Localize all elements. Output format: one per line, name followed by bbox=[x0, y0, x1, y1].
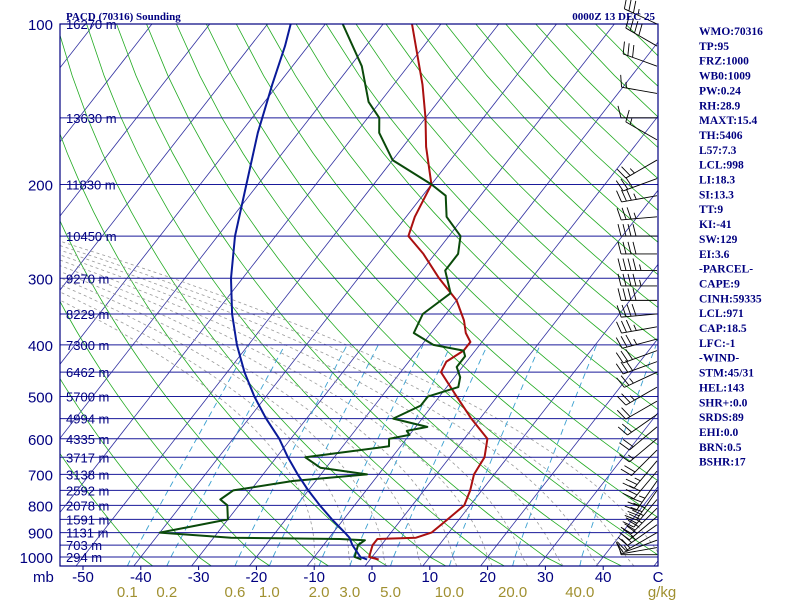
pressure-tick-label: 400 bbox=[28, 338, 53, 355]
stability-index-item: L57:7.3 bbox=[699, 145, 737, 157]
pressure-tick-label: 200 bbox=[28, 177, 53, 194]
stability-index-item: -PARCEL- bbox=[699, 264, 753, 276]
height-label: 11830 m bbox=[66, 177, 116, 192]
stability-index-item: HEL:143 bbox=[699, 382, 745, 394]
height-label: 4335 m bbox=[66, 432, 109, 447]
station-title: PACD (70316) Sounding bbox=[66, 11, 181, 23]
pressure-tick-label: 1000 bbox=[20, 550, 53, 567]
stability-index-item: FRZ:1000 bbox=[699, 56, 749, 68]
mixing-ratio-tick-label: 20.0 bbox=[498, 584, 527, 600]
stability-index-item: WMO:70316 bbox=[699, 26, 763, 38]
stability-index-item: WB0:1009 bbox=[699, 71, 751, 83]
stability-index-item: BSHR:17 bbox=[699, 457, 746, 469]
temperature-tick-label: 40 bbox=[595, 569, 612, 586]
stability-index-item: SW:129 bbox=[699, 234, 738, 246]
temperature-tick-label: 0 bbox=[368, 569, 376, 586]
stability-index-item: TH:5406 bbox=[699, 130, 743, 142]
mixing-ratio-tick-label: 10.0 bbox=[435, 584, 464, 600]
mixing-ratio-tick-label: 1.0 bbox=[259, 584, 280, 600]
height-label: 4994 m bbox=[66, 412, 109, 427]
stability-index-item: LCL:971 bbox=[699, 308, 744, 320]
height-label: 8229 m bbox=[66, 307, 109, 322]
height-label: 2592 m bbox=[66, 483, 109, 498]
stability-index-item: SHR+:0.0 bbox=[699, 397, 748, 409]
mixing-ratio-unit: g/kg bbox=[648, 584, 676, 600]
temperature-tick-label: -50 bbox=[72, 569, 94, 586]
stability-index-item: TP:95 bbox=[699, 41, 729, 53]
mixing-ratio-tick-label: 5.0 bbox=[380, 584, 401, 600]
height-label: 13630 m bbox=[66, 111, 117, 126]
height-label: 7300 m bbox=[66, 338, 109, 353]
pressure-tick-label: 500 bbox=[28, 390, 53, 407]
height-label: 2078 m bbox=[66, 498, 109, 513]
stability-index-item: TT:9 bbox=[699, 204, 723, 216]
height-label: 10450 m bbox=[66, 229, 117, 244]
sounding-time: 0000Z 13 DEC 25 bbox=[572, 11, 655, 23]
stability-index-item: CAPE:9 bbox=[699, 278, 740, 290]
stability-index-item: EI:3.6 bbox=[699, 249, 730, 261]
stability-index-item: CAP:18.5 bbox=[699, 323, 747, 335]
stability-index-item: LI:18.3 bbox=[699, 175, 735, 187]
stability-index-item: -WIND- bbox=[699, 353, 739, 365]
stability-index-item: SRDS:89 bbox=[699, 412, 744, 424]
height-label: 5700 m bbox=[66, 390, 109, 405]
temperature-tick-label: 20 bbox=[479, 569, 496, 586]
stability-index-item: CINH:59335 bbox=[699, 293, 762, 305]
pressure-axis-label: mb bbox=[33, 569, 54, 586]
stability-index-item: KI:-41 bbox=[699, 219, 732, 231]
stability-index-item: MAXT:15.4 bbox=[699, 115, 757, 127]
stability-index-item: LFC:-1 bbox=[699, 338, 736, 350]
stability-index-item: PW:0.24 bbox=[699, 85, 741, 97]
height-label: 3717 m bbox=[66, 450, 109, 465]
temperature-tick-label: 30 bbox=[537, 569, 554, 586]
pressure-tick-label: 600 bbox=[28, 432, 53, 449]
mixing-ratio-tick-label: 40.0 bbox=[565, 584, 594, 600]
stability-index-item: SI:13.3 bbox=[699, 189, 734, 201]
mixing-ratio-tick-label: 2.0 bbox=[309, 584, 330, 600]
stability-index-item: STM:45/31 bbox=[699, 368, 754, 380]
pressure-tick-label: 700 bbox=[28, 467, 53, 484]
pressure-tick-label: 900 bbox=[28, 526, 53, 543]
mixing-ratio-tick-label: 3.0 bbox=[339, 584, 360, 600]
height-label: 294 m bbox=[66, 550, 102, 565]
stability-index-item: LCL:998 bbox=[699, 160, 744, 172]
stability-index-item: BRN:0.5 bbox=[699, 442, 742, 454]
pressure-tick-label: 800 bbox=[28, 498, 53, 515]
mixing-ratio-tick-label: 0.6 bbox=[225, 584, 246, 600]
height-label: 6462 m bbox=[66, 365, 109, 380]
pressure-tick-label: 100 bbox=[28, 17, 53, 34]
mixing-ratio-tick-label: 0.2 bbox=[156, 584, 177, 600]
stability-index-item: RH:28.9 bbox=[699, 100, 740, 112]
pressure-tick-label: 300 bbox=[28, 271, 53, 288]
mixing-ratio-tick-label: 0.1 bbox=[117, 584, 138, 600]
height-label: 3138 m bbox=[66, 467, 109, 482]
temperature-tick-label: -30 bbox=[188, 569, 210, 586]
height-label: 9270 m bbox=[66, 271, 109, 286]
stability-index-item: EHI:0.0 bbox=[699, 427, 739, 439]
